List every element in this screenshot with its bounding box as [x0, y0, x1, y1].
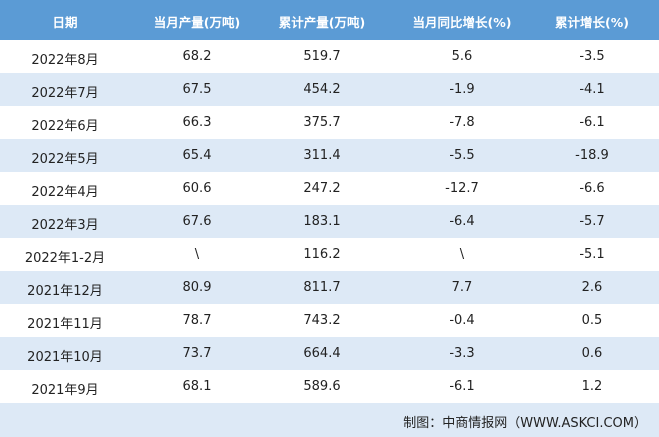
table-cell: 743.2	[303, 313, 341, 328]
table-row: 2022年8月 68.2 519.7 5.6 -3.5	[0, 40, 659, 73]
header-cell: 当月产量(万吨)	[153, 15, 241, 30]
table-cell: 78.7	[182, 313, 212, 328]
table-cell: 2021年11月	[27, 317, 103, 332]
table-cell: 664.4	[303, 346, 341, 361]
table-cell: 2022年4月	[31, 185, 99, 200]
table-cell: 2022年7月	[31, 86, 99, 101]
table-row: 2021年9月 68.1 589.6 -6.1 1.2	[0, 370, 659, 403]
table-cell: 2022年1-2月	[24, 251, 106, 266]
table-cell: 375.7	[303, 115, 341, 130]
table-cell: 2021年12月	[27, 284, 103, 299]
table-cell: 68.1	[182, 379, 212, 394]
table-row: 2022年5月 65.4 311.4 -5.5 -18.9	[0, 139, 659, 172]
table-cell: -7.8	[449, 115, 475, 130]
table-cell: -5.1	[579, 247, 605, 262]
table-cell: 116.2	[303, 247, 341, 262]
table-cell: 183.1	[303, 214, 341, 229]
table-row: 2022年1-2月 \ 116.2 \ -5.1	[0, 238, 659, 271]
header-row: 日期 当月产量(万吨) 累计产量(万吨) 当月同比增长(%) 累计增长(%)	[0, 0, 659, 40]
table-cell: -6.6	[579, 181, 605, 196]
table-cell: -6.4	[449, 214, 475, 229]
table-cell: -12.7	[445, 181, 479, 196]
table-cell: 0.5	[581, 313, 603, 328]
table-cell: 7.7	[451, 280, 473, 295]
footer: 制图：中商情报网（WWW.ASKCI.COM）	[0, 403, 659, 437]
header-cell: 日期	[52, 15, 78, 30]
table-row: 2022年6月 66.3 375.7 -7.8 -6.1	[0, 106, 659, 139]
table-row: 2021年10月 73.7 664.4 -3.3 0.6	[0, 337, 659, 370]
table-row: 2021年12月 80.9 811.7 7.7 2.6	[0, 271, 659, 304]
table-cell: 311.4	[303, 148, 341, 163]
table-cell: 2022年6月	[31, 119, 99, 134]
table-cell: -1.9	[449, 82, 475, 97]
table-cell: -18.9	[575, 148, 609, 163]
table-cell: -3.3	[449, 346, 475, 361]
table-row: 2022年3月 67.6 183.1 -6.4 -5.7	[0, 205, 659, 238]
header-cell: 累计增长(%)	[555, 15, 629, 30]
table-row: 2022年7月 67.5 454.2 -1.9 -4.1	[0, 73, 659, 106]
table-cell: 0.6	[581, 346, 603, 361]
footer-text: 制图：中商情报网（WWW.ASKCI.COM）	[403, 416, 647, 431]
table-cell: -6.1	[579, 115, 605, 130]
table-cell: -6.1	[449, 379, 475, 394]
table-cell: 60.6	[182, 181, 212, 196]
table-cell: 67.6	[182, 214, 212, 229]
table-cell: 519.7	[303, 49, 341, 64]
table-cell: 67.5	[182, 82, 212, 97]
table-cell: 2.6	[581, 280, 603, 295]
table-cell: -0.4	[449, 313, 475, 328]
table-cell: 2022年5月	[31, 152, 99, 167]
table-cell: 454.2	[303, 82, 341, 97]
table-cell: \	[194, 247, 200, 262]
table-cell: 247.2	[303, 181, 341, 196]
table-cell: 2022年8月	[31, 53, 99, 68]
table-cell: 68.2	[182, 49, 212, 64]
table-cell: -3.5	[579, 49, 605, 64]
table-row: 2022年4月 60.6 247.2 -12.7 -6.6	[0, 172, 659, 205]
table-cell: 811.7	[303, 280, 341, 295]
table-row: 2021年11月 78.7 743.2 -0.4 0.5	[0, 304, 659, 337]
table-cell: -5.7	[579, 214, 605, 229]
table-cell: -4.1	[579, 82, 605, 97]
table-cell: 5.6	[451, 49, 473, 64]
table-cell: 73.7	[182, 346, 212, 361]
table-cell: 2022年3月	[31, 218, 99, 233]
table-cell: 2021年10月	[27, 350, 103, 365]
table-cell: \	[459, 247, 465, 262]
table-cell: 589.6	[303, 379, 341, 394]
header-cell: 当月同比增长(%)	[412, 15, 512, 30]
header-cell: 累计产量(万吨)	[278, 15, 366, 30]
table-cell: 65.4	[182, 148, 212, 163]
table-cell: 1.2	[581, 379, 603, 394]
table-cell: 80.9	[182, 280, 212, 295]
table-cell: 66.3	[182, 115, 212, 130]
table-cell: -5.5	[449, 148, 475, 163]
table-cell: 2021年9月	[31, 383, 99, 398]
